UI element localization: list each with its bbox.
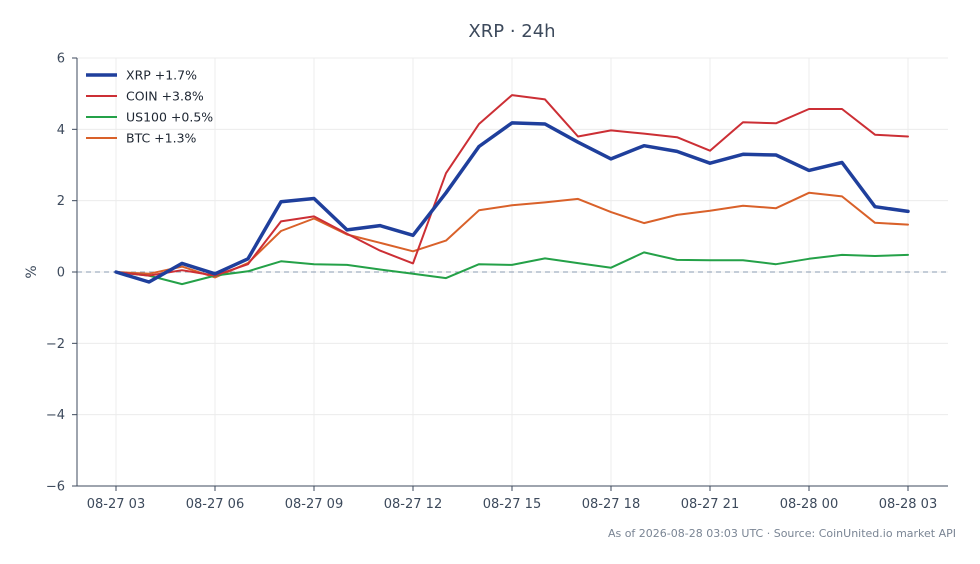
x-tick-label: 08-28 00 xyxy=(780,497,838,512)
chart-title: XRP · 24h xyxy=(468,21,555,42)
x-tick-label: 08-27 21 xyxy=(681,497,739,512)
y-tick-label: −6 xyxy=(46,480,65,495)
axes: −6 −4 −2 0 2 4 6 08-27 03 08-27 06 08-27 09 08-27 … xyxy=(46,52,948,512)
y-tick-label: 2 xyxy=(57,194,65,209)
series-line-xrp xyxy=(114,121,910,284)
x-tick-label: 08-28 03 xyxy=(879,497,937,512)
y-tick-label: 0 xyxy=(57,266,65,281)
legend-label-coin: COIN +3.8% xyxy=(126,89,204,104)
y-tick-label: −2 xyxy=(46,337,65,352)
x-tick-label: 08-27 12 xyxy=(384,497,442,512)
series-lines xyxy=(114,94,910,286)
legend: XRP +1.7% COIN +3.8% US100 +0.5% BTC +1.3% xyxy=(86,68,213,146)
y-axis-label: % xyxy=(24,265,40,278)
legend-label-btc: BTC +1.3% xyxy=(126,131,197,146)
x-tick-label: 08-27 09 xyxy=(285,497,343,512)
y-tick-label: 4 xyxy=(57,123,65,138)
legend-label-us100: US100 +0.5% xyxy=(126,110,213,125)
x-tick-label: 08-27 15 xyxy=(483,497,541,512)
legend-label-xrp: XRP +1.7% xyxy=(126,68,197,83)
y-tick-label: 6 xyxy=(57,52,65,67)
y-tick-label: −4 xyxy=(46,408,65,423)
series-line-us100 xyxy=(115,251,909,286)
x-tick-label: 08-27 06 xyxy=(186,497,244,512)
x-tick-label: 08-27 18 xyxy=(582,497,640,512)
footer-source: As of 2026-08-28 03:03 UTC · Source: Coi… xyxy=(608,527,956,540)
x-tick-label: 08-27 03 xyxy=(87,497,145,512)
series-line-coin xyxy=(115,94,909,277)
